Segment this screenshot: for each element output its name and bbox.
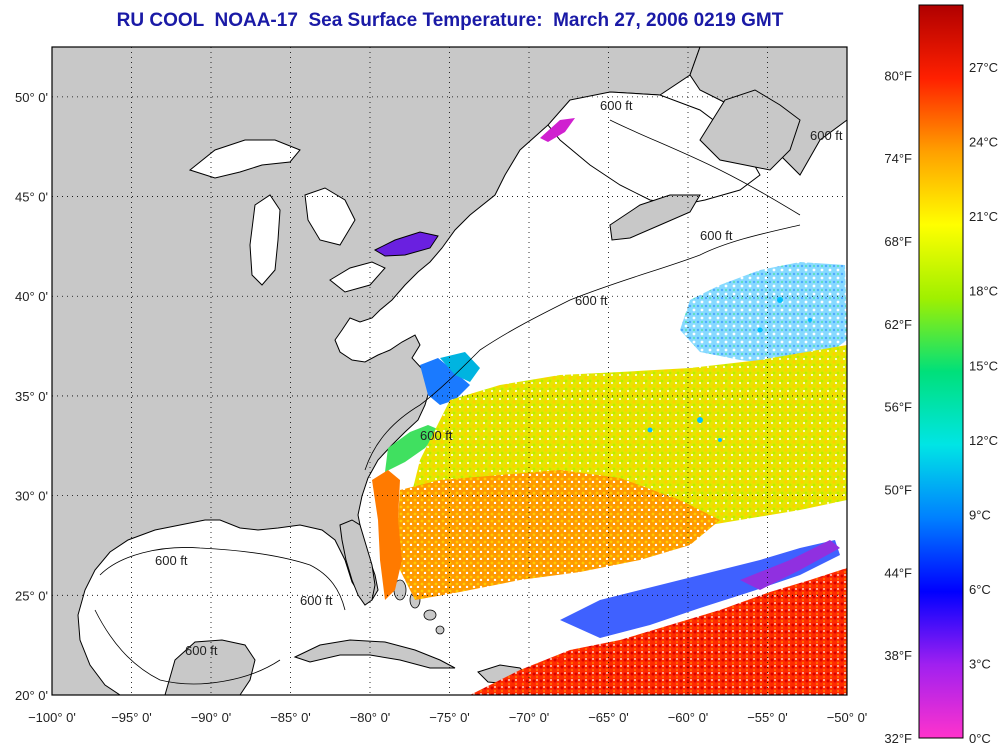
sst-data	[372, 262, 847, 695]
longitude-tick-label: −55° 0'	[747, 710, 788, 725]
great-lakes	[188, 139, 386, 293]
map-title: RU COOL NOAA-17 Sea Surface Temperature:…	[116, 10, 784, 31]
lake-ontario-sst	[373, 231, 439, 257]
longitude-labels: −100° 0' −95° 0' −90° 0' −85° 0' −80° 0' −75°…	[28, 710, 867, 725]
longitude-tick-label: −85° 0'	[270, 710, 311, 725]
svg-text:600 ft: 600 ft	[810, 128, 843, 143]
land-nova-scotia	[609, 194, 701, 241]
latitude-tick-label: 40° 0'	[15, 289, 48, 304]
longitude-tick-label: −90° 0'	[191, 710, 232, 725]
longitude-tick-label: −75° 0'	[429, 710, 470, 725]
svg-text:600 ft: 600 ft	[420, 428, 453, 443]
svg-text:600 ft: 600 ft	[700, 228, 733, 243]
latitude-labels: 20° 0' 25° 0' 30° 0' 35° 0' 40° 0' 45° 0' 50° …	[15, 90, 48, 703]
latitude-tick-label: 25° 0'	[15, 588, 48, 603]
latitude-tick-label: 35° 0'	[15, 389, 48, 404]
land-north-america	[52, 47, 701, 695]
land-yucatan	[164, 639, 256, 695]
svg-text:600 ft: 600 ft	[575, 293, 608, 308]
longitude-tick-label: −80° 0'	[350, 710, 391, 725]
map-frame	[51, 46, 848, 696]
longitude-tick-label: −60° 0'	[668, 710, 709, 725]
svg-text:600 ft: 600 ft	[155, 553, 188, 568]
st-lawrence-sst	[540, 118, 575, 142]
land-florida	[339, 519, 376, 606]
longitude-tick-label: −70° 0'	[509, 710, 550, 725]
latitude-tick-label: 20° 0'	[15, 688, 48, 703]
graticule	[52, 47, 847, 695]
longitude-tick-label: −50° 0'	[827, 710, 868, 725]
svg-text:600 ft: 600 ft	[185, 643, 218, 658]
longitude-tick-label: −65° 0'	[588, 710, 629, 725]
latitude-tick-label: 45° 0'	[15, 190, 48, 205]
depth-contours	[94, 119, 801, 685]
svg-text:600 ft: 600 ft	[600, 98, 633, 113]
longitude-tick-label: −100° 0'	[28, 710, 76, 725]
latitude-tick-label: 50° 0'	[15, 90, 48, 105]
longitude-tick-label: −95° 0'	[111, 710, 152, 725]
latitude-tick-label: 30° 0'	[15, 489, 48, 504]
gulf-st-lawrence	[547, 91, 761, 206]
land-cuba	[293, 639, 456, 669]
depth-labels: 600 ft 600 ft 600 ft 600 ft 600 ft 600 f…	[155, 98, 843, 658]
svg-text:600 ft: 600 ft	[300, 593, 333, 608]
land-newfoundland	[699, 89, 801, 171]
